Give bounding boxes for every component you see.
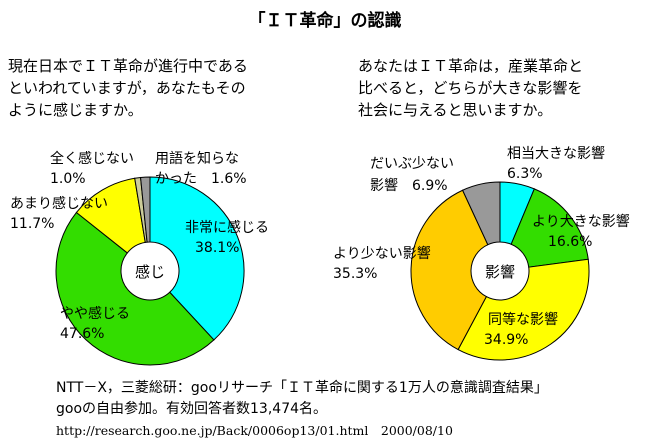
source-line: NTT－X，三菱総研：gooリサーチ「ＩＴ革命に関する1万人の意識調査結果」 — [56, 380, 548, 396]
slice-label: 1.0% — [50, 171, 86, 187]
pie-slice — [149, 176, 245, 341]
pie-slice — [457, 258, 590, 361]
slice-label: 47.6% — [60, 326, 104, 342]
slice-label: 38.1% — [195, 240, 239, 256]
donut-chart: 影響 相当大きな影響 6.3% より大きな影響 16.6% 同等な影響 34.9% より少ない… — [333, 145, 630, 361]
slice-label: 非常に感じる — [185, 219, 269, 236]
right-question-line: 社会に与えると思いますか。 — [358, 101, 553, 119]
slice-label: 6.3% — [507, 166, 543, 182]
donut-center-label: 影響 — [485, 263, 515, 281]
pie-slice — [410, 189, 489, 351]
left-question-line: ように感じますか。 — [8, 101, 143, 119]
right-question: あなたはＩＴ革命は，産業革命と 比べると，どちらが大きな影響を 社会に与えると思… — [358, 55, 583, 121]
slice-label: 16.6% — [548, 234, 592, 250]
slice-label: だいぶ少ない — [370, 156, 454, 172]
source-url: http://research.goo.ne.jp/Back/0006op13/… — [56, 423, 453, 438]
donut-center-label: 感じ — [135, 263, 165, 281]
source-line: gooの自由参加。有効回答者数13,474名。 — [56, 401, 328, 417]
slice-label: 同等な影響 — [488, 311, 558, 328]
slice-label: 相当大きな影響 — [507, 145, 605, 162]
slice-label: かった 1.6% — [155, 171, 247, 187]
slice-label: 34.9% — [484, 332, 528, 348]
pie-slice — [140, 176, 151, 243]
pie-slice — [461, 181, 501, 246]
left-question-line: といわれていますが，あなたもその — [8, 79, 246, 97]
slice-label: 11.7% — [10, 216, 54, 232]
right-question-line: 比べると，どちらが大きな影響を — [358, 79, 583, 97]
right-question-line: あなたはＩＴ革命は，産業革命と — [358, 57, 584, 75]
slice-label: 影響 6.9% — [370, 177, 448, 194]
slice-label: 用語を知らな — [155, 150, 239, 167]
slice-label: より大きな影響 — [532, 213, 630, 230]
left-question: 現在日本でＩＴ革命が進行中である といわれていますが，あなたもその ように感じま… — [8, 55, 248, 121]
left-question-line: 現在日本でＩＴ革命が進行中である — [8, 57, 248, 75]
slice-label: より少ない影響 — [333, 245, 431, 262]
donut-chart: 感じ 非常に感じる 38.1% やや感じる 47.6% あまり感じない 11.7% 全く感じな… — [10, 150, 269, 366]
chart-title: 「ＩＴ革命」の認識 — [248, 11, 402, 31]
slice-label: 35.3% — [333, 266, 377, 282]
source-note: NTT－X，三菱総研：gooリサーチ「ＩＴ革命に関する1万人の意識調査結果」 g… — [56, 378, 548, 441]
pie-slice — [510, 188, 589, 268]
slice-label: やや感じる — [60, 305, 130, 322]
slice-label: 全く感じない — [50, 150, 134, 167]
pie-slice — [55, 211, 215, 366]
donut-charts: 感じ 非常に感じる 38.1% やや感じる 47.6% あまり感じない 11.7% 全く感じな… — [10, 145, 630, 366]
slice-label: あまり感じない — [10, 195, 108, 212]
